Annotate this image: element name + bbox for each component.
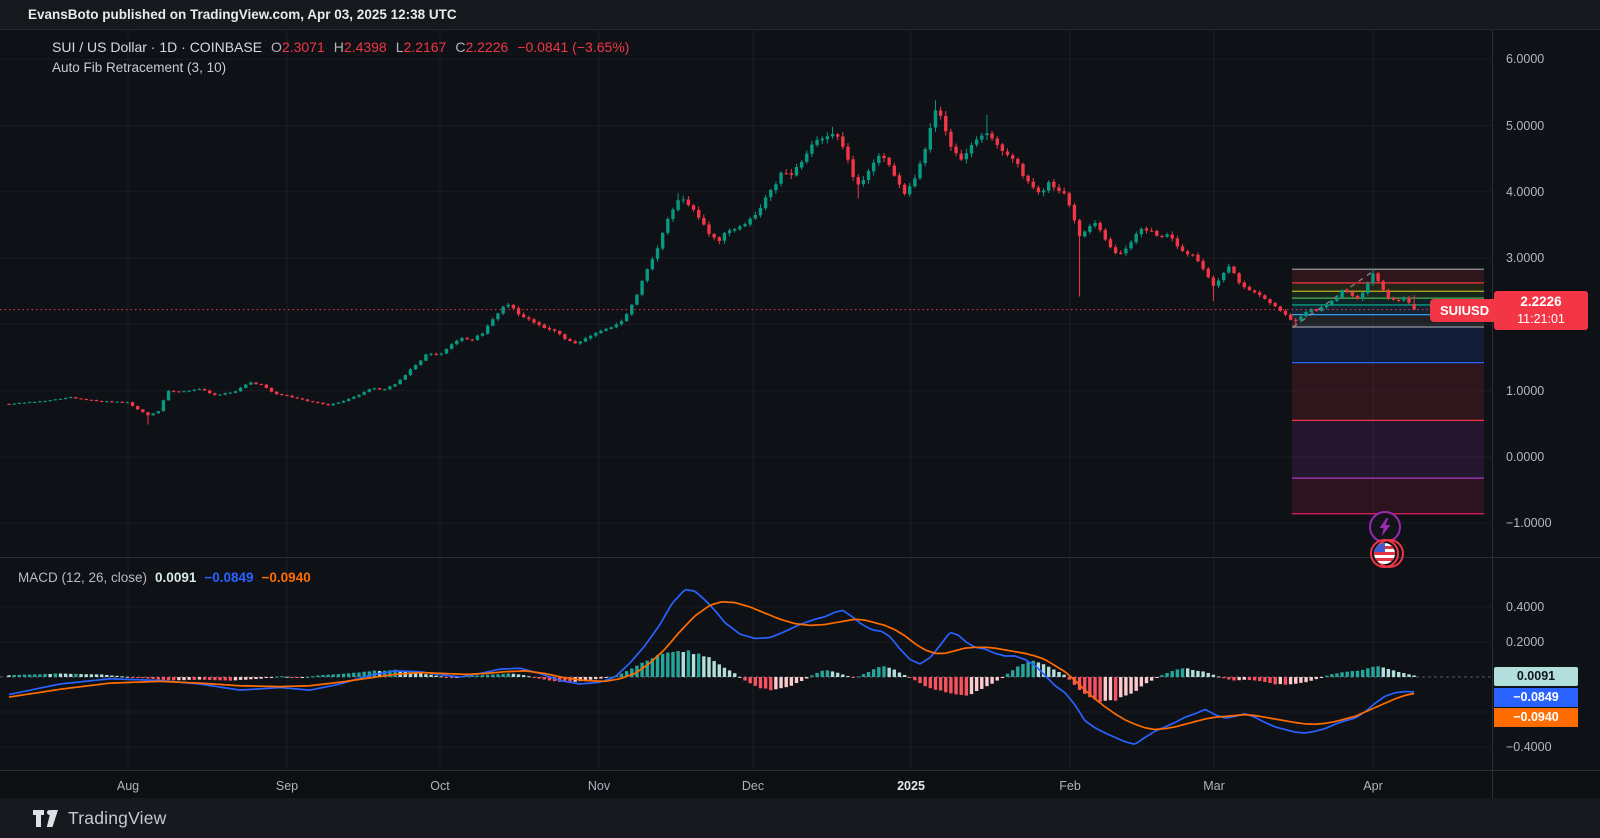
- gridlines: [0, 30, 1492, 770]
- pane-separator-timeaxis: [0, 770, 1600, 771]
- ohlc-value: 2.4398: [343, 39, 387, 55]
- price-axis-label: 1.0000: [1506, 383, 1545, 398]
- tradingview-mark-icon: [33, 809, 58, 827]
- last-price-value: 2.2226: [1520, 294, 1562, 309]
- macd-line: [8, 588, 1415, 745]
- candles: [7, 100, 1416, 425]
- ohlc-value: 2.2226: [465, 39, 509, 55]
- time-axis-label: Dec: [741, 779, 765, 793]
- macd-line-value: −0.0849: [204, 570, 254, 585]
- pane-separator-macd[interactable]: [0, 557, 1600, 558]
- macd-title[interactable]: MACD (12, 26, close): [18, 570, 148, 585]
- price-axis-label: −1.0000: [1506, 516, 1552, 531]
- tradingview-logo[interactable]: TradingView: [33, 808, 167, 829]
- ohlc-letter: C: [455, 39, 466, 55]
- fib-band: [1292, 326, 1484, 363]
- ohlc-letter: L: [395, 39, 404, 55]
- macd-axis-label: −0.4000: [1506, 740, 1552, 754]
- us-flag-icon: [1374, 543, 1395, 564]
- idea-bubble-us-flag[interactable]: [1370, 538, 1404, 568]
- fib-trendline: [1292, 268, 1377, 328]
- symbol-title[interactable]: SUI / US Dollar · 1D · COINBASE: [52, 39, 263, 55]
- time-axis-label: Sep: [275, 779, 299, 793]
- macd-axis-label: 0.2000: [1506, 635, 1545, 649]
- price-axis-label: 4.0000: [1506, 184, 1545, 199]
- macd-badge-sig: −0.0940: [1494, 708, 1578, 727]
- ohlc-value: 2.3071: [281, 39, 325, 55]
- ohlc-letter: O: [271, 39, 282, 55]
- ohlc-value: 2.2167: [403, 39, 447, 55]
- price-axis-label: 6.0000: [1506, 52, 1545, 67]
- symbol-header: SUI / US Dollar · 1D · COINBASE O2.3071 H2…: [52, 39, 629, 55]
- ohlc-letter: H: [333, 39, 344, 55]
- publish-text: EvansBoto published on TradingView.com, …: [28, 7, 457, 22]
- macd-axis-label: 0.4000: [1506, 600, 1545, 614]
- time-axis-label: Feb: [1059, 779, 1081, 793]
- fib-band: [1292, 269, 1484, 283]
- macd-signal-value: −0.0940: [261, 570, 311, 585]
- symbol-price-tag: SUIUSD: [1430, 299, 1500, 322]
- macd-badge-hist: 0.0091: [1494, 667, 1578, 686]
- time-axis-label: Aug: [116, 779, 140, 793]
- time-axis-label: 2025: [897, 779, 925, 793]
- last-price-tag: 2.2226 11:21:01: [1494, 291, 1588, 330]
- macd-signal-line: [8, 600, 1415, 731]
- time-axis-label: Mar: [1203, 779, 1225, 793]
- price-axis-label: 5.0000: [1506, 118, 1545, 133]
- macd-badge-macdl: −0.0849: [1494, 688, 1578, 707]
- fib-band: [1292, 362, 1484, 421]
- time-axis[interactable]: [0, 770, 1600, 798]
- price-axis-label: 0.0000: [1506, 450, 1545, 464]
- fib-band: [1292, 304, 1484, 315]
- fib-band: [1292, 298, 1484, 305]
- time-axis-label: Oct: [430, 779, 450, 793]
- ohlc-values: O2.3071 H2.4398 L2.2167 C2.2226: [262, 39, 508, 55]
- price-axis[interactable]: [1492, 30, 1493, 798]
- tradingview-logo-text: TradingView: [68, 807, 167, 828]
- fib-band: [1292, 420, 1484, 479]
- fib-band: [1292, 282, 1484, 292]
- lightning-icon: [1379, 518, 1391, 536]
- publish-bar: EvansBoto published on TradingView.com, …: [0, 0, 1600, 30]
- bar-countdown: 11:21:01: [1517, 312, 1565, 326]
- bottom-bar: TradingView: [0, 798, 1600, 838]
- price-axis-label: 3.0000: [1506, 251, 1545, 266]
- macd-header: MACD (12, 26, close) 0.0091 −0.0849 −0.0940: [18, 570, 311, 585]
- fib-band: [1292, 478, 1484, 514]
- change-value: −0.0841 (−3.65%): [517, 39, 630, 55]
- macd-histogram: [7, 650, 1416, 702]
- indicator-auto-fib-label[interactable]: Auto Fib Retracement (3, 10): [52, 60, 227, 75]
- time-axis-label: Nov: [587, 779, 611, 793]
- time-axis-label: Apr: [1363, 779, 1383, 793]
- macd-hist-value: 0.0091: [155, 570, 197, 585]
